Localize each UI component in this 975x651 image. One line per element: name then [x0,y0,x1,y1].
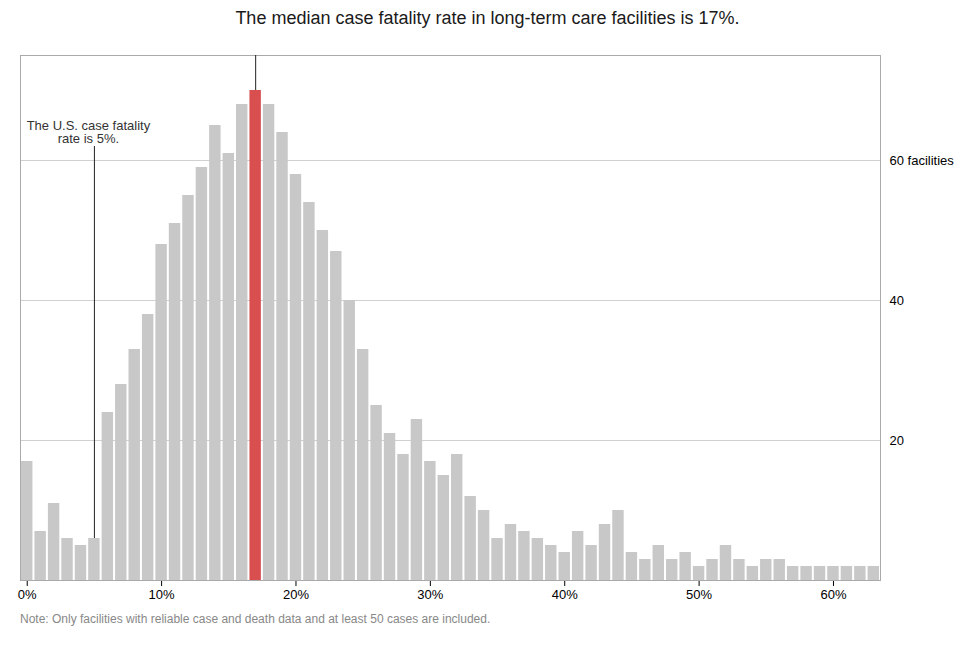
html-text:The median case fatality rate: The median case fatality rate in long-te… [235,8,740,28]
svg-text:20%: 20% [283,587,309,602]
svg-text:10%: 10% [149,587,175,602]
html-text:Note: Only facilities with rel: Note: Only facilities with reliable case… [20,612,491,626]
svg-text:40%: 40% [552,587,578,602]
svg-text:0%: 0% [18,587,37,602]
svg-text:60%: 60% [820,587,846,602]
svg-text:40: 40 [890,293,904,308]
svg-text:20: 20 [890,433,904,448]
svg-text:60 facilities: 60 facilities [890,153,955,168]
svg-text:The U.S. case fatalityrate is: The U.S. case fatalityrate is 5%. [27,118,151,146]
svg-text:50%: 50% [686,587,712,602]
svg-text:30%: 30% [417,587,443,602]
